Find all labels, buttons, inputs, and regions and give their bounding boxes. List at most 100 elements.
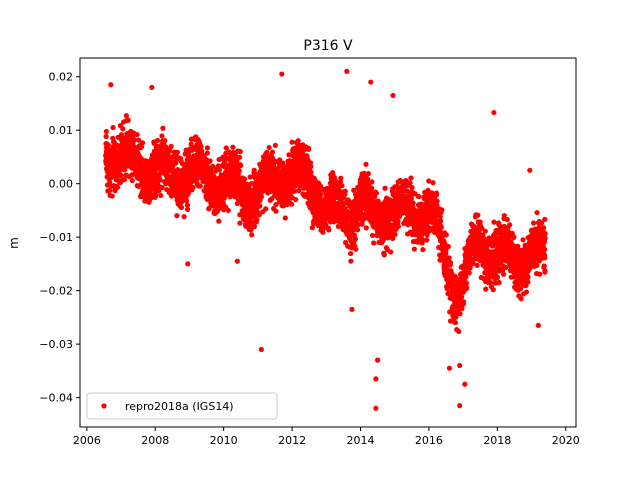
data-point [125,117,131,123]
data-point [411,246,417,252]
data-point [518,296,524,302]
data-point [483,286,489,292]
data-point [344,68,350,74]
data-point [430,180,436,186]
data-point [373,190,380,196]
data-point [542,268,548,274]
data-point [159,185,165,191]
data-point [107,179,113,185]
x-tick-label: 2010 [210,434,238,447]
data-point [138,144,145,150]
data-point [110,124,116,131]
data-point [154,137,161,144]
data-point [339,183,345,189]
data-point [535,322,541,328]
data-point [266,144,272,151]
data-point [542,216,548,222]
data-point [282,215,288,221]
data-point [542,246,548,252]
data-point [348,250,354,257]
data-point [306,146,312,152]
data-points [103,68,548,411]
data-point [494,274,500,281]
data-point [503,264,509,270]
data-point [342,188,348,194]
y-tick-label: −0.01 [39,231,73,244]
data-point [373,405,379,411]
data-point [273,208,279,214]
data-point [457,362,463,369]
data-point [296,187,302,194]
data-point [527,167,533,173]
data-point [482,228,488,234]
data-point [353,246,359,252]
data-point [504,216,510,223]
data-point [103,128,109,135]
data-point [318,191,324,197]
data-point [257,203,263,209]
data-point [138,156,145,162]
data-point [523,289,530,295]
data-point [542,235,548,241]
data-point [149,84,155,91]
data-point [542,231,548,237]
data-point [103,133,109,140]
y-axis-label: m [7,237,21,249]
data-point [446,365,453,371]
data-point [184,202,191,208]
data-point [167,148,173,154]
data-point [160,125,166,131]
data-point [236,154,243,160]
data-point [178,204,185,211]
data-point [193,177,200,183]
data-point [420,247,426,253]
data-point [230,144,236,150]
data-point [118,172,124,179]
data-point [395,218,401,225]
data-point [363,225,369,231]
data-point [123,113,129,119]
data-point [491,109,497,116]
x-tick-label: 2020 [552,434,580,447]
data-point [129,177,135,184]
x-tick-label: 2016 [415,434,443,447]
data-point [461,299,467,305]
data-point [456,328,462,335]
data-point [530,220,537,226]
data-point [525,274,531,280]
data-point [409,184,415,191]
data-point [220,200,226,206]
data-point [114,184,121,191]
data-point [107,187,113,193]
x-tick-label: 2008 [141,434,169,447]
y-tick-label: −0.02 [39,285,73,298]
data-point [254,216,260,222]
data-point [241,176,248,182]
chart-title: P316 V [303,38,353,54]
plot-area [103,68,548,411]
data-point [525,279,531,285]
data-point [114,142,120,149]
data-point [223,145,229,151]
data-point [354,227,361,233]
data-point [392,231,398,238]
data-point [537,271,543,277]
data-point [349,306,355,312]
y-tick-label: 0.02 [49,71,74,84]
data-point [348,258,354,264]
data-point [249,232,255,238]
data-point [500,271,507,277]
data-point [215,163,221,169]
data-point [197,183,203,189]
data-point [419,236,425,243]
data-point [207,158,213,164]
data-point [308,163,314,170]
data-point [168,143,174,150]
data-point [407,180,413,186]
data-point [541,225,547,231]
data-point [382,185,388,191]
data-point [263,206,269,212]
data-point [452,319,459,326]
